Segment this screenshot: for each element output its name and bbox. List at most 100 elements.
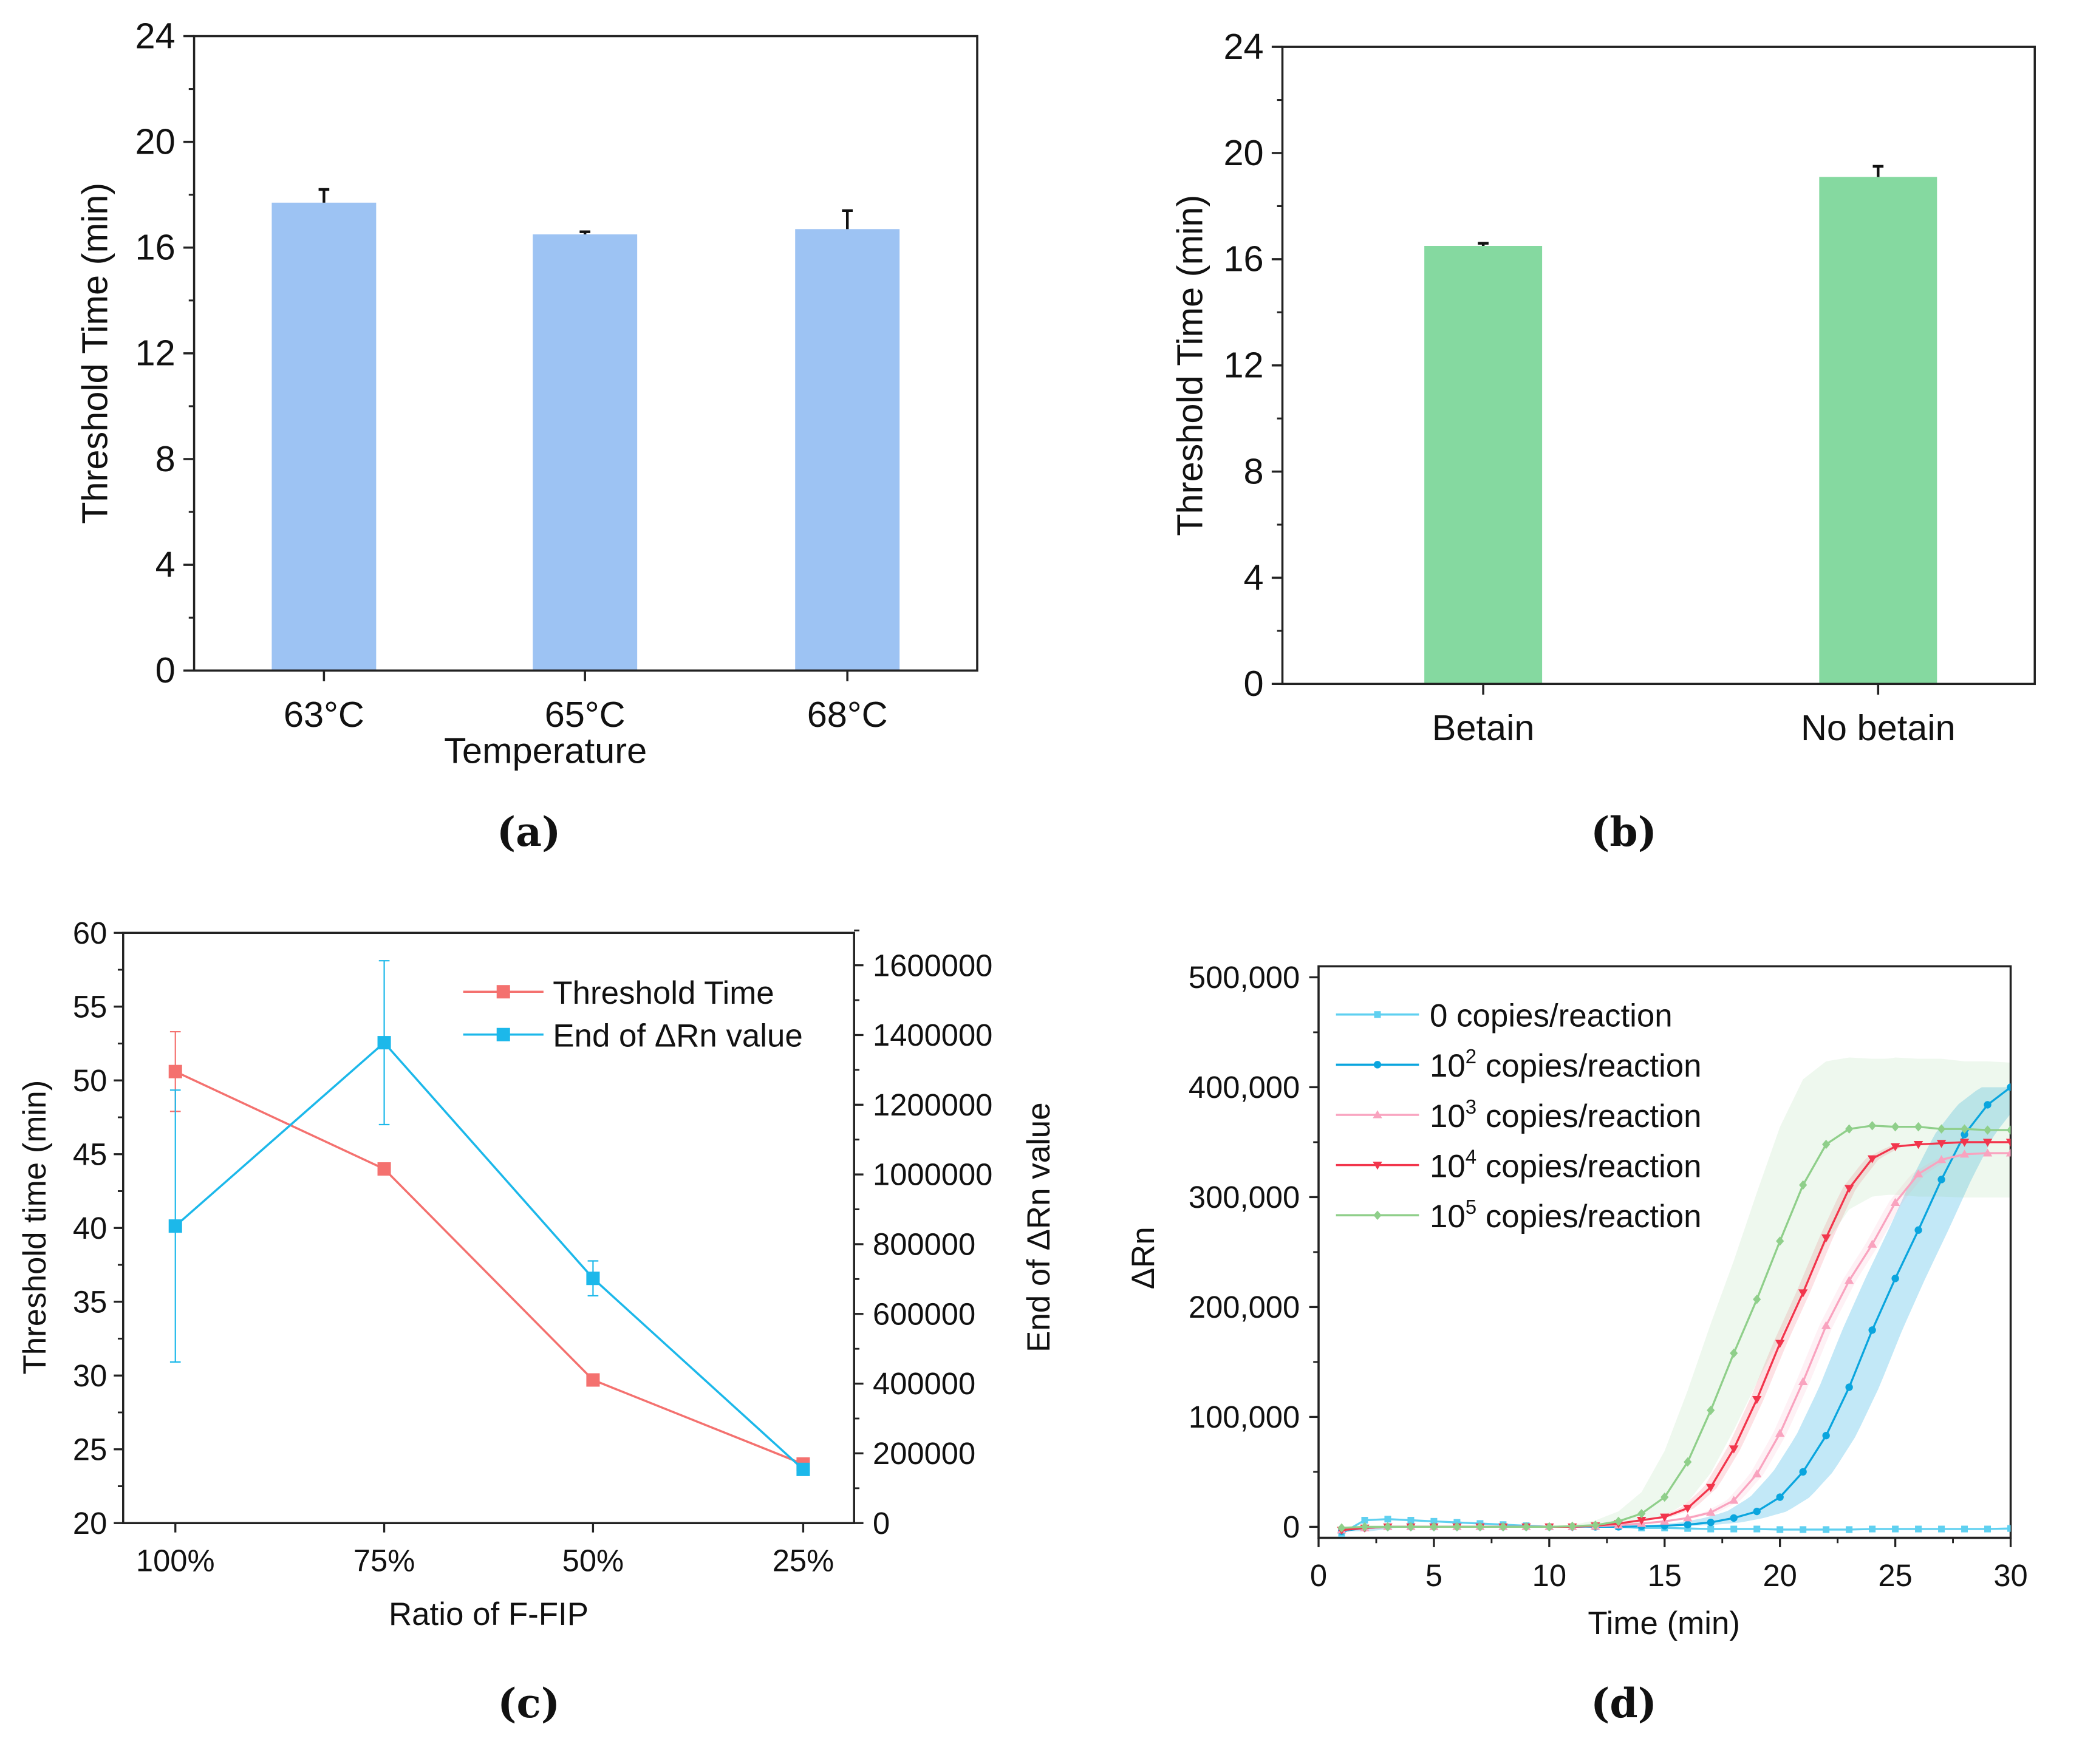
data-point	[1753, 1507, 1761, 1516]
y-right-tick-label: 600000	[873, 1296, 975, 1331]
y-tick-label: 35	[73, 1284, 107, 1319]
legend-label: 104 copies/reaction	[1430, 1146, 1702, 1184]
legend-base: 10	[1430, 1098, 1466, 1134]
data-point	[1915, 1525, 1922, 1533]
chart-a: 63°C 65°C 68°C 0 4 8 12 16 20 24 Threshold Time (m…	[74, 15, 978, 856]
chart-b: Betain No betain 0 4 8 12 16 20 24 Threshold Time…	[1169, 26, 2036, 856]
data-point	[1476, 1522, 1484, 1532]
data-point	[1373, 1110, 1382, 1119]
data-point	[1890, 1143, 1900, 1151]
legend-base: 10	[1430, 1048, 1466, 1084]
data-point	[1373, 1162, 1382, 1170]
data-point	[2006, 1125, 2011, 1135]
y-tick-label: 500,000	[1189, 960, 1300, 995]
data-point	[1844, 1185, 1854, 1193]
x-tick-label: 30	[1993, 1558, 2027, 1593]
data-point	[1707, 1518, 1715, 1527]
data-point	[1869, 1525, 1876, 1533]
data-point	[1937, 1176, 1945, 1183]
y-axis-label: Threshold Time (min)	[1169, 195, 1210, 536]
data-point	[1821, 1321, 1831, 1329]
y-right-tick-label: 400000	[873, 1366, 975, 1401]
data-point	[1822, 1139, 1831, 1149]
data-point	[1706, 1483, 1716, 1492]
data-point	[1984, 1101, 1991, 1109]
y-tick-label: 8	[155, 438, 176, 479]
x-tick-label: 10	[1532, 1558, 1566, 1593]
data-point	[1729, 1445, 1739, 1454]
confidence-band	[1342, 1087, 2011, 1531]
y-right-axis-label: End of ΔRn value	[1021, 1102, 1057, 1352]
series-line	[174, 1041, 804, 1471]
panel-caption: (c)	[497, 1680, 560, 1727]
data-point	[1959, 1149, 1970, 1158]
data-point	[1798, 1289, 1808, 1298]
x-axis-label: Time (min)	[1588, 1606, 1740, 1641]
legend-exponent: 3	[1466, 1096, 1476, 1119]
legend-suffix: copies/reaction	[1476, 1098, 1701, 1134]
data-point	[1730, 1348, 1738, 1358]
legend-marker	[496, 985, 510, 999]
data-point	[1522, 1522, 1531, 1532]
y-axis-label: ΔRn	[1125, 1227, 1161, 1289]
data-point	[1936, 1140, 1947, 1148]
y-tick-label: 40	[73, 1211, 107, 1245]
data-point	[1776, 1526, 1784, 1533]
x-tick-label: 25	[1878, 1558, 1912, 1593]
data-point	[1430, 1517, 1438, 1525]
legend-label: End of ΔRn value	[553, 1018, 803, 1054]
series-line	[174, 1071, 804, 1465]
legend-exponent: 2	[1466, 1046, 1476, 1068]
x-tick-label: 5	[1425, 1558, 1442, 1593]
y-tick-label: 12	[135, 333, 176, 373]
x-tick-label: 63°C	[284, 694, 364, 735]
data-point	[1982, 1148, 1993, 1157]
y-tick-label: 16	[135, 227, 176, 268]
data-point	[1730, 1514, 1738, 1522]
chart-c: 20 25 30 35 40 45 50 55 60 0 200000 400000 600000 800…	[17, 916, 1057, 1727]
data-point	[1844, 1276, 1854, 1284]
y-right-tick-label: 800000	[873, 1227, 975, 1262]
data-point	[1707, 1405, 1715, 1415]
panel-caption: (a)	[497, 808, 561, 856]
x-tick-label: 100%	[136, 1544, 215, 1578]
data-point	[1637, 1517, 1647, 1525]
y-tick-label: 50	[73, 1063, 107, 1098]
data-point	[1360, 1522, 1369, 1532]
data-point	[1845, 1383, 1853, 1391]
legend-base: 10	[1430, 1199, 1466, 1234]
data-point	[2005, 1148, 2011, 1157]
data-point	[1823, 1526, 1830, 1533]
legend-label: 0 copies/reaction	[1430, 998, 1673, 1034]
data-point	[1961, 1525, 1968, 1533]
data-point	[1867, 1155, 1877, 1163]
y-tick-label: 4	[1244, 557, 1264, 598]
data-point	[1959, 1139, 1970, 1147]
data-point	[168, 1064, 182, 1078]
x-tick-label: 75%	[353, 1544, 415, 1578]
bar	[795, 229, 900, 671]
data-point	[1707, 1525, 1715, 1533]
legend-suffix: copies/reaction	[1476, 1199, 1701, 1234]
bar	[271, 202, 377, 671]
y-tick-label: 0	[1244, 663, 1264, 704]
x-tick-label: 65°C	[545, 694, 626, 735]
legend-label: 102 copies/reaction	[1430, 1046, 1702, 1084]
legend-suffix: copies/reaction	[1476, 1149, 1701, 1185]
data-point	[1453, 1522, 1461, 1532]
legend-label: 105 copies/reaction	[1430, 1196, 1702, 1234]
data-point	[1798, 1377, 1808, 1386]
y-tick-label: 20	[73, 1506, 107, 1541]
data-point	[1937, 1124, 1946, 1134]
data-point	[1799, 1468, 1807, 1476]
y-tick-label: 4	[155, 544, 176, 585]
series-4	[1337, 1121, 2011, 1533]
y-tick-label: 8	[1244, 451, 1264, 491]
y-right-tick-label: 0	[873, 1506, 890, 1541]
y-tick-label: 0	[1283, 1510, 1300, 1544]
data-point	[1730, 1525, 1738, 1533]
data-point	[1776, 1236, 1784, 1246]
data-point	[1660, 1492, 1669, 1502]
